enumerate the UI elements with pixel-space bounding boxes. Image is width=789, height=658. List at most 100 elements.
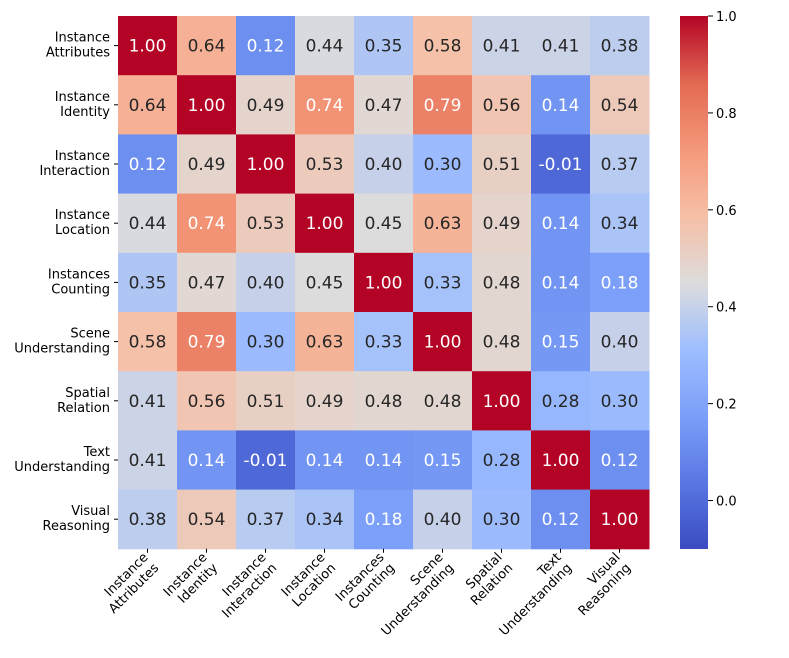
cell-value-label: 0.35 bbox=[365, 37, 403, 57]
cell-value-label: 0.49 bbox=[247, 96, 285, 116]
heatmap-cell bbox=[118, 371, 178, 431]
heatmap-cell bbox=[413, 489, 473, 550]
cell-value-label: 1.00 bbox=[542, 451, 580, 471]
heatmap-cell bbox=[236, 252, 296, 313]
heatmap-cell bbox=[413, 252, 473, 313]
heatmap-cell bbox=[295, 134, 355, 195]
heatmap-cell bbox=[413, 16, 473, 76]
heatmap-cell bbox=[413, 134, 473, 195]
row-label: Instance Interaction bbox=[39, 149, 110, 179]
heatmap-cell bbox=[531, 371, 591, 431]
cell-value-label: 0.35 bbox=[129, 273, 167, 293]
heatmap-cell bbox=[354, 312, 414, 372]
cell-value-label: 0.12 bbox=[542, 510, 580, 530]
cell-value-label: 0.30 bbox=[483, 510, 521, 530]
heatmap-cell bbox=[236, 430, 296, 491]
cell-value-label: 0.51 bbox=[483, 155, 521, 175]
heatmap-cell bbox=[177, 371, 237, 431]
cell-value-label: 0.48 bbox=[424, 392, 462, 412]
cell-value-label: 0.53 bbox=[306, 155, 344, 175]
cell-value-label: 0.41 bbox=[129, 451, 167, 471]
cell-value-label: 1.00 bbox=[424, 333, 462, 353]
heatmap-cell bbox=[590, 193, 650, 254]
cell-value-label: 0.49 bbox=[188, 155, 226, 175]
cell-value-label: 0.48 bbox=[483, 273, 521, 293]
column-label: InstancesCounting bbox=[333, 550, 398, 613]
column-label: InstanceLocation bbox=[279, 550, 339, 610]
heatmap-cell bbox=[236, 312, 296, 372]
cell-value-label: 0.54 bbox=[601, 96, 639, 116]
heatmap-cell bbox=[177, 134, 237, 195]
row-label: Instance Identity bbox=[55, 90, 111, 120]
colorbar-tick-label: 0.8 bbox=[716, 107, 737, 122]
colorbar-gradient bbox=[680, 16, 708, 549]
column-label: SpatialRelation bbox=[463, 550, 516, 609]
heatmap-cell bbox=[531, 193, 591, 254]
heatmap-cell bbox=[531, 252, 591, 313]
row-labels: Instance Attributes Instance Identity Instan… bbox=[14, 31, 118, 534]
svg-text:InstanceInteraction: InstanceInteraction bbox=[209, 550, 280, 621]
row-label: Instance Location bbox=[55, 208, 110, 238]
heatmap-cell bbox=[354, 75, 414, 135]
colorbar-tick-label: 0.6 bbox=[716, 204, 737, 219]
cell-value-label: -0.01 bbox=[539, 155, 583, 175]
colorbar-tick-label: 0.0 bbox=[716, 495, 737, 510]
cell-value-label: 0.14 bbox=[542, 273, 580, 293]
cell-value-label: 0.44 bbox=[129, 214, 167, 234]
cell-value-label: 0.49 bbox=[306, 392, 344, 412]
row-label: Spatial Relation bbox=[57, 386, 110, 416]
heatmap-cell bbox=[472, 430, 532, 491]
cell-value-label: 0.58 bbox=[424, 37, 462, 57]
cell-value-label: 0.41 bbox=[483, 37, 521, 57]
cell-value-label: 0.56 bbox=[188, 392, 226, 412]
cell-value-label: 0.18 bbox=[365, 510, 403, 530]
cell-value-label: 0.30 bbox=[601, 392, 639, 412]
cell-value-label: 0.74 bbox=[188, 214, 226, 234]
cell-value-label: 1.00 bbox=[188, 96, 226, 116]
svg-text:VisualReasoning: VisualReasoning bbox=[565, 550, 634, 619]
heatmap-cell bbox=[236, 193, 296, 254]
heatmap-cell bbox=[354, 371, 414, 431]
heatmap-cell bbox=[177, 489, 237, 550]
heatmap-cell bbox=[590, 489, 650, 550]
heatmap-cell bbox=[295, 193, 355, 254]
heatmap-cell bbox=[354, 430, 414, 491]
cell-value-label: 0.14 bbox=[542, 96, 580, 116]
cell-value-label: 0.40 bbox=[365, 155, 403, 175]
heatmap-cell bbox=[472, 371, 532, 431]
heatmap-cell bbox=[236, 16, 296, 76]
cell-value-label: 0.64 bbox=[129, 96, 167, 116]
heatmap-cell bbox=[413, 371, 473, 431]
cell-value-label: 0.14 bbox=[306, 451, 344, 471]
cell-value-label: 1.00 bbox=[129, 37, 167, 57]
cell-value-label: 0.56 bbox=[483, 96, 521, 116]
cell-value-label: 1.00 bbox=[365, 273, 403, 293]
heatmap-cell bbox=[590, 75, 650, 135]
cell-value-label: 0.30 bbox=[424, 155, 462, 175]
heatmap-cell bbox=[118, 75, 178, 135]
cell-value-label: 0.79 bbox=[424, 96, 462, 116]
cell-value-label: 0.51 bbox=[247, 392, 285, 412]
heatmap-cell bbox=[177, 75, 237, 135]
cell-value-label: 0.47 bbox=[188, 273, 226, 293]
svg-text:InstanceAttributes: InstanceAttributes bbox=[96, 550, 163, 617]
cell-value-label: 0.45 bbox=[365, 214, 403, 234]
heatmap-cell bbox=[118, 252, 178, 313]
cell-value-label: 1.00 bbox=[601, 510, 639, 530]
cell-value-label: 0.14 bbox=[365, 451, 403, 471]
heatmap-cell bbox=[236, 75, 296, 135]
heatmap-cell bbox=[177, 312, 237, 372]
cell-value-label: 0.40 bbox=[601, 333, 639, 353]
cell-value-label: 0.28 bbox=[542, 392, 580, 412]
cell-value-label: 0.14 bbox=[188, 451, 226, 471]
cell-value-label: 0.12 bbox=[129, 155, 167, 175]
cell-value-label: 0.38 bbox=[601, 37, 639, 57]
cell-value-label: 0.41 bbox=[542, 37, 580, 57]
heatmap-cell bbox=[590, 312, 650, 372]
cell-value-label: 0.48 bbox=[483, 333, 521, 353]
cell-value-label: 0.14 bbox=[542, 214, 580, 234]
cell-value-label: 0.44 bbox=[306, 37, 344, 57]
heatmap-cell bbox=[295, 430, 355, 491]
heatmap-cell bbox=[295, 312, 355, 372]
heatmap-cell bbox=[531, 489, 591, 550]
